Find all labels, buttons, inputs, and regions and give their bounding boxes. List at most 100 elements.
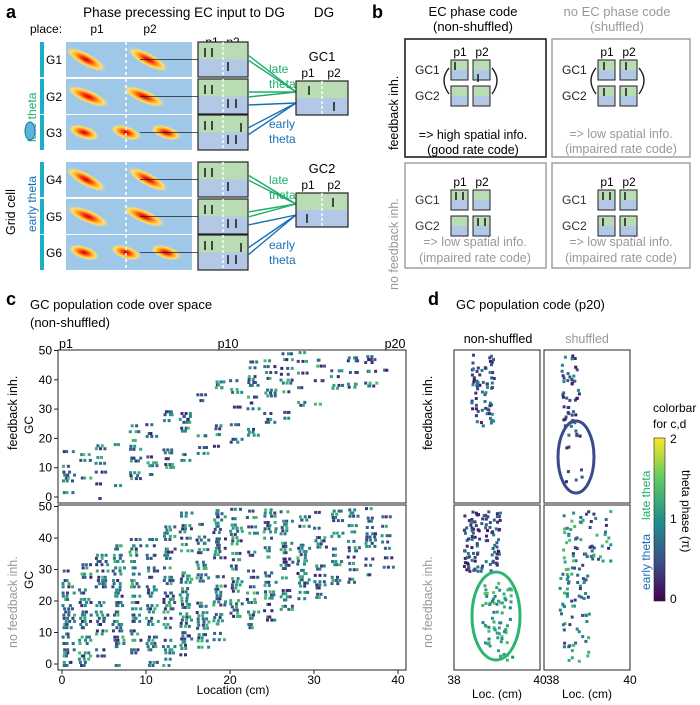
c-spike: [240, 437, 244, 441]
c-spike: [133, 594, 137, 598]
c-spike: [190, 637, 194, 641]
c-spike: [371, 532, 375, 536]
d-spike: [563, 641, 567, 645]
d-spike: [508, 606, 512, 610]
c-spike: [147, 638, 151, 642]
c-spike: [148, 575, 152, 579]
c-spike: [340, 369, 344, 373]
c-spike: [273, 394, 277, 398]
c-spike: [163, 591, 167, 595]
c-spike: [82, 664, 86, 667]
d-spike: [577, 392, 581, 396]
c-spike: [283, 541, 287, 545]
c-spike: [252, 575, 256, 579]
c-spike: [196, 617, 200, 621]
c-spike: [229, 379, 233, 383]
c-spike: [156, 569, 160, 573]
c-spike: [165, 531, 169, 535]
panel-d: d GC population code (p20) non-shuffled …: [421, 289, 696, 701]
c-spike: [318, 567, 322, 571]
c-spike: [85, 610, 88, 614]
c-spike: [133, 444, 137, 448]
c-spike: [179, 612, 182, 616]
d-spike: [467, 537, 471, 541]
b-box-ec-nofeedback: [404, 162, 547, 269]
gc-p1-2: p1: [301, 178, 315, 192]
fan-line: [247, 59, 297, 93]
b-box: [597, 189, 616, 211]
b-box-early: [451, 96, 468, 106]
fan-line: [247, 214, 297, 249]
c-spike: [80, 572, 84, 576]
d-spike: [580, 475, 584, 479]
c-spike: [187, 634, 191, 638]
d-spike: [559, 577, 563, 580]
c-spike: [122, 642, 126, 645]
c-spike: [263, 365, 267, 369]
c-spike: [190, 549, 194, 553]
c-spike: [166, 610, 170, 614]
c-spike: [314, 539, 318, 543]
c-spike: [149, 432, 153, 435]
b-box-early: [598, 70, 615, 80]
c-spike: [145, 423, 149, 427]
c-spike: [281, 352, 285, 356]
c-spike: [168, 604, 172, 608]
c-spike: [240, 580, 244, 584]
c-spike: [183, 640, 187, 644]
c-spike: [222, 380, 226, 384]
c-spike: [137, 572, 141, 576]
c-spike: [67, 585, 71, 589]
c-spike: [264, 508, 268, 512]
d-spike: [480, 522, 484, 526]
c-spike: [87, 453, 91, 457]
d-spike: [574, 641, 578, 645]
c-spike: [169, 597, 173, 601]
c-spike: [356, 514, 360, 518]
c-spike: [355, 371, 359, 374]
c-spike: [323, 536, 327, 540]
c-spike: [217, 433, 221, 437]
c-spike: [269, 511, 273, 515]
d-spike: [561, 393, 565, 397]
c-spike: [167, 550, 171, 554]
d-spike: [578, 520, 582, 524]
c-spike: [316, 542, 320, 546]
d-spike: [567, 445, 571, 449]
c-spike: [353, 508, 357, 512]
d-spike: [570, 566, 574, 570]
c-spike: [196, 541, 200, 545]
c-spike: [161, 645, 165, 649]
b-box-ec-feedback: [404, 38, 547, 158]
c-spike: [71, 479, 74, 483]
c-spike: [121, 635, 125, 639]
d-spike: [488, 359, 492, 363]
c-spike: [167, 410, 171, 414]
c-spike: [118, 556, 122, 560]
c-spike: [66, 569, 70, 573]
c-spike: [368, 535, 372, 539]
c-spike: [83, 575, 87, 579]
d-spike: [483, 623, 487, 627]
c-spike: [268, 574, 271, 578]
c-spike: [296, 572, 300, 575]
c-spike: [168, 534, 172, 538]
b-bad-line2-c: (impaired rate code): [565, 251, 677, 265]
c-spike: [166, 457, 170, 461]
d-spike: [470, 546, 474, 550]
d-spike: [561, 623, 565, 627]
d-spike: [576, 388, 580, 392]
c-spike: [216, 509, 220, 512]
d-spike: [563, 622, 567, 626]
c-spike: [180, 549, 183, 553]
b-box-late: [620, 60, 637, 70]
d-spike: [490, 553, 494, 557]
c-spike: [115, 588, 119, 592]
d-spike: [565, 573, 569, 576]
c-spike: [171, 607, 175, 611]
fan-line: [247, 102, 297, 129]
d-spike: [490, 363, 493, 367]
c-spike: [77, 657, 81, 661]
d-spike: [563, 591, 566, 595]
c-spike: [65, 450, 69, 454]
